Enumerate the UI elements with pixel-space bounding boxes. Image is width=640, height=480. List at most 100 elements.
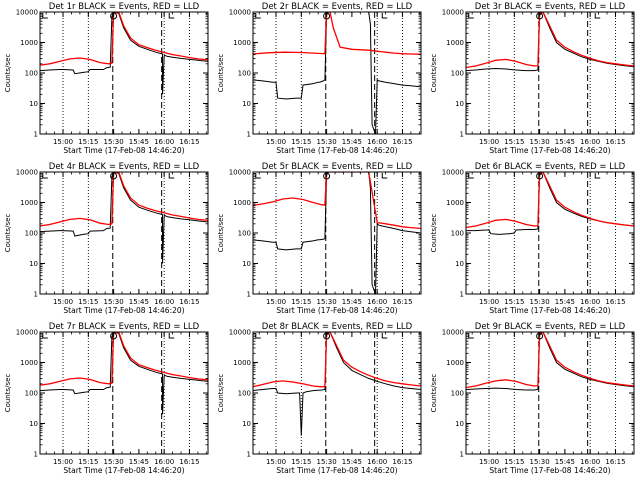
series-lld-line [253, 332, 421, 388]
bracket-marker-icon [255, 173, 261, 179]
y-tick-label: 1000 [233, 359, 251, 367]
x-axis-title: Start Time (17-Feb-08 14:46:20) [276, 146, 397, 155]
bracket-marker-icon [168, 173, 175, 179]
plot-frame [465, 11, 635, 135]
y-tick-label: 1000 [233, 199, 251, 207]
x-axis-title: Start Time (17-Feb-08 14:46:20) [63, 466, 184, 475]
x-tick-label: 16:00 [580, 458, 600, 466]
bracket-marker-icon [381, 13, 388, 19]
bracket-marker-icon [168, 333, 175, 339]
x-tick-label: 15:15 [78, 138, 98, 146]
series-lld-line [40, 172, 208, 227]
x-tick-label: 15:00 [53, 298, 73, 306]
x-tick-label: 15:45 [555, 458, 575, 466]
bracket-marker-icon [381, 333, 388, 339]
y-tick-label: 1000 [446, 359, 464, 367]
x-tick-label: 15:30 [104, 138, 124, 146]
series-events-line [40, 332, 208, 415]
bracket-marker-icon [381, 173, 388, 179]
plot-frame [39, 331, 209, 455]
x-tick-label: 15:15 [504, 138, 524, 146]
x-tick-label: 16:00 [580, 138, 600, 146]
x-tick-label: 15:15 [291, 298, 311, 306]
x-axis-title: Start Time (17-Feb-08 14:46:20) [276, 466, 397, 475]
y-tick-label: 10000 [442, 9, 464, 17]
y-axis-title: Counts/sec [430, 374, 438, 413]
y-tick-label: 10 [242, 100, 251, 108]
x-tick-label: 16:00 [367, 138, 387, 146]
y-axis-title: Counts/sec [217, 374, 225, 413]
series-events-line [253, 332, 421, 436]
bracket-marker-icon [42, 13, 48, 19]
y-tick-label: 10 [455, 420, 464, 428]
x-tick-label: 16:15 [605, 138, 625, 146]
x-tick-label: 16:15 [392, 298, 412, 306]
bracket-marker-icon [594, 13, 601, 19]
x-tick-label: 15:30 [530, 298, 550, 306]
x-tick-label: 15:30 [530, 138, 550, 146]
x-tick-label: 15:00 [53, 458, 73, 466]
series-events-line [40, 172, 208, 264]
x-tick-label: 15:30 [530, 458, 550, 466]
series-lld-line [253, 12, 421, 55]
bracket-marker-icon [468, 333, 474, 339]
y-tick-label: 10000 [16, 169, 38, 177]
x-tick-label: 16:15 [179, 458, 199, 466]
y-tick-label: 10 [242, 260, 251, 268]
x-tick-label: 15:45 [342, 298, 362, 306]
y-tick-label: 10000 [229, 329, 251, 337]
x-tick-label: 15:45 [129, 138, 149, 146]
detector-panel-6: Det 6r BLACK = Events, RED = LLD 1 10 100 10… [430, 162, 635, 315]
plot-frame [465, 331, 635, 455]
series-lld-line [466, 172, 634, 229]
detector-panel-9: Det 9r BLACK = Events, RED = LLD 1 10 100 10… [430, 322, 635, 475]
y-tick-label: 1 [460, 451, 464, 459]
bracket-marker-icon [594, 333, 601, 339]
series-lld-line [466, 12, 634, 69]
panel-title: Det 2r BLACK = Events, RED = LLD [262, 2, 413, 12]
y-tick-label: 1 [247, 291, 251, 299]
plot-frame [252, 11, 422, 135]
y-tick-label: 10 [455, 260, 464, 268]
x-tick-label: 15:45 [342, 138, 362, 146]
y-tick-label: 1 [34, 451, 38, 459]
bracket-marker-icon [255, 13, 261, 19]
y-tick-label: 1 [460, 131, 464, 139]
x-tick-label: 15:45 [342, 458, 362, 466]
x-axis-title: Start Time (17-Feb-08 14:46:20) [489, 306, 610, 315]
y-tick-label: 100 [238, 70, 251, 78]
y-tick-label: 10000 [229, 169, 251, 177]
y-tick-label: 10 [455, 100, 464, 108]
x-tick-label: 15:00 [266, 298, 286, 306]
x-tick-label: 15:15 [291, 458, 311, 466]
plot-frame [252, 171, 422, 295]
series-events-line [40, 12, 208, 95]
detector-panel-5: Det 5r BLACK = Events, RED = LLD 1 10 100 10… [217, 162, 422, 315]
x-tick-label: 16:00 [154, 138, 174, 146]
y-tick-label: 10000 [16, 9, 38, 17]
x-tick-label: 16:15 [179, 138, 199, 146]
detector-panel-8: Det 8r BLACK = Events, RED = LLD 1 10 100 10… [217, 322, 422, 475]
panel-title: Det 8r BLACK = Events, RED = LLD [262, 322, 413, 332]
x-tick-label: 16:00 [367, 458, 387, 466]
y-tick-label: 10 [29, 260, 38, 268]
bracket-marker-icon [255, 333, 261, 339]
detector-panel-7: Det 7r BLACK = Events, RED = LLD 1 10 100 10… [4, 322, 209, 475]
x-tick-label: 16:15 [392, 138, 412, 146]
x-tick-label: 15:00 [266, 138, 286, 146]
y-tick-label: 1 [247, 131, 251, 139]
panel-title: Det 1r BLACK = Events, RED = LLD [49, 2, 200, 12]
y-axis-title: Counts/sec [4, 374, 12, 413]
x-tick-label: 16:15 [179, 298, 199, 306]
y-tick-label: 10000 [442, 169, 464, 177]
y-axis-title: Counts/sec [430, 214, 438, 253]
plot-frame [465, 171, 635, 295]
series-events-line [253, 12, 421, 134]
y-axis-title: Counts/sec [4, 214, 12, 253]
x-tick-label: 15:45 [129, 298, 149, 306]
panel-title: Det 7r BLACK = Events, RED = LLD [49, 322, 200, 332]
x-tick-label: 15:30 [317, 138, 337, 146]
x-axis-title: Start Time (17-Feb-08 14:46:20) [489, 466, 610, 475]
x-tick-label: 15:45 [555, 298, 575, 306]
